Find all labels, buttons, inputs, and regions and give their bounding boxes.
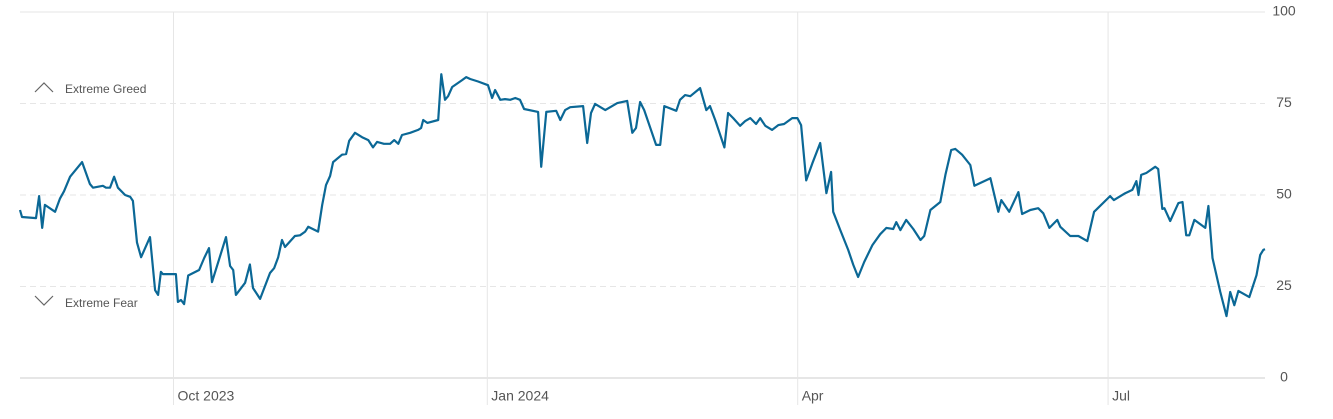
y-tick-label: 75 xyxy=(1276,94,1292,110)
fear-icon xyxy=(34,295,54,306)
annotation: Extreme Fear xyxy=(65,296,138,310)
data-line xyxy=(18,73,1266,318)
y-tick-label: 100 xyxy=(1272,3,1296,19)
y-tick-label: 0 xyxy=(1280,369,1288,385)
annotation: Extreme Greed xyxy=(65,82,146,96)
greed-icon xyxy=(34,82,54,93)
y-tick-label: 25 xyxy=(1276,277,1292,293)
y-tick-label: 50 xyxy=(1276,186,1292,202)
x-tick-label: Apr xyxy=(802,388,824,404)
x-tick-label: Jan 2024 xyxy=(491,388,549,404)
x-tick-label: Jul xyxy=(1112,388,1130,404)
x-tick-label: Oct 2023 xyxy=(177,388,234,404)
